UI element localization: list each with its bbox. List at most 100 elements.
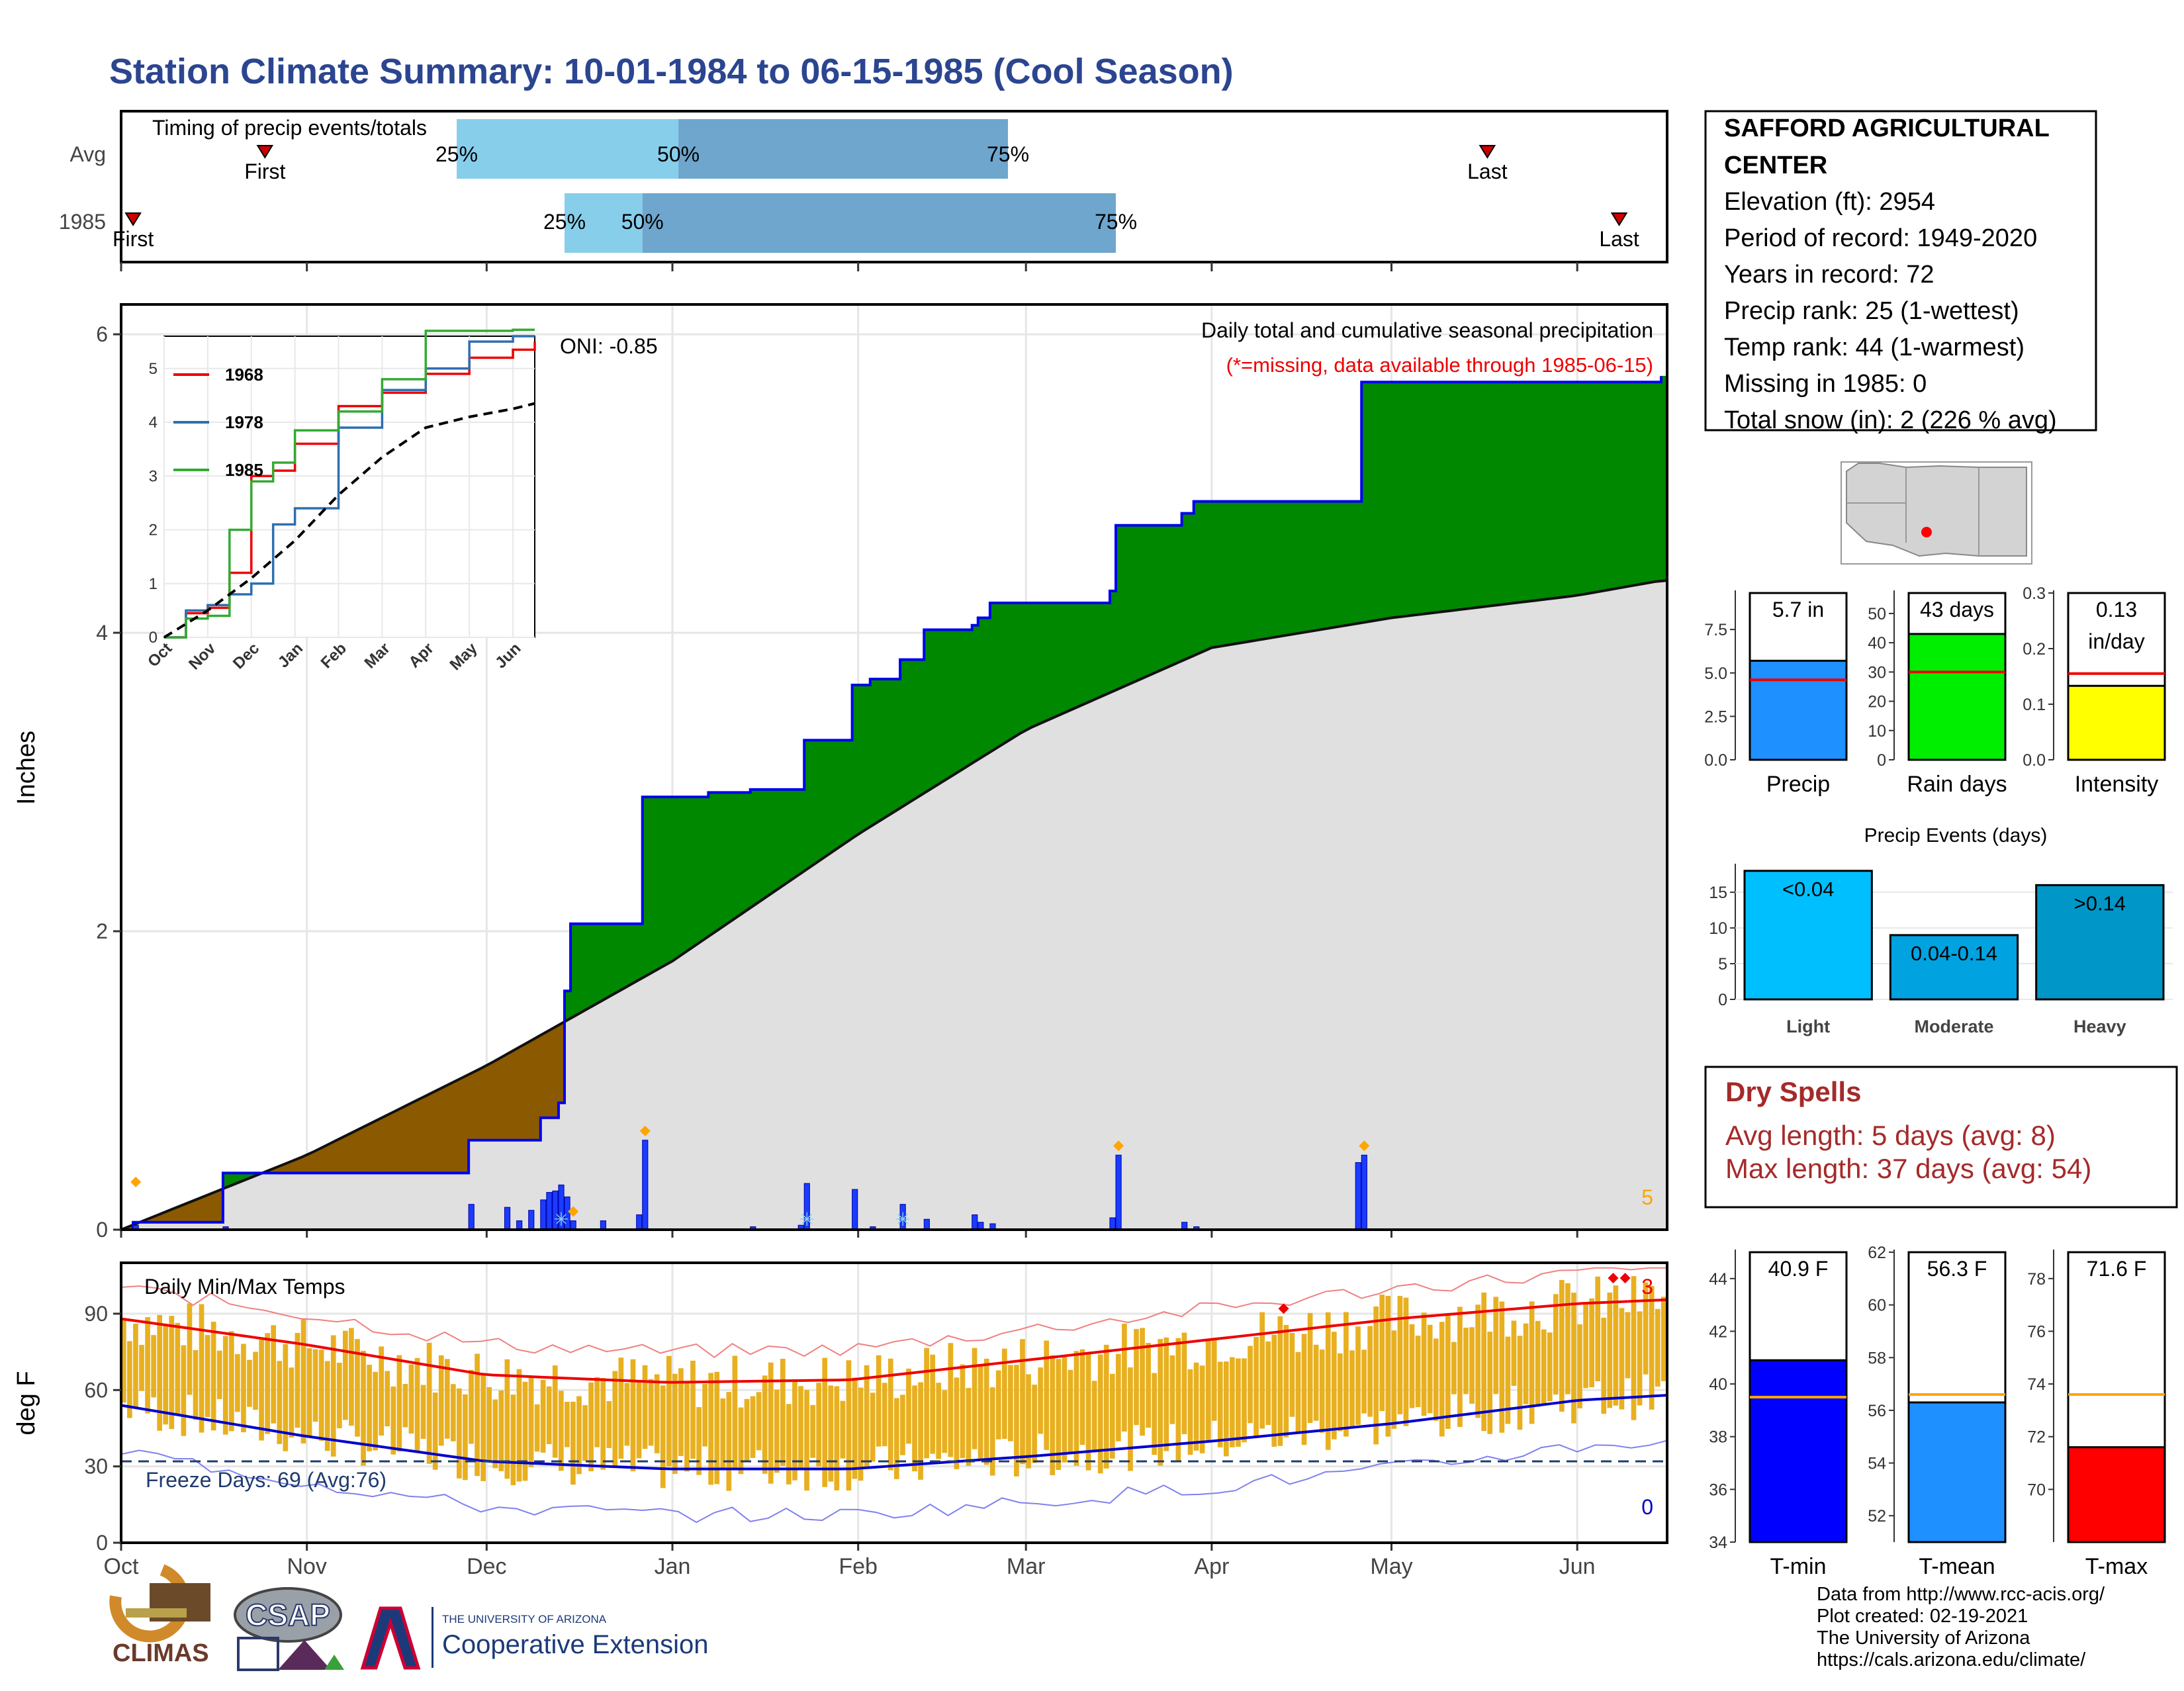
daily-temp-bar <box>1577 1324 1582 1408</box>
daily-temp-bar <box>1128 1367 1133 1471</box>
above-average-fill <box>774 789 781 892</box>
daily-temp-bar <box>774 1389 780 1473</box>
above-average-fill <box>1349 501 1356 625</box>
above-average-fill <box>1493 381 1500 606</box>
dry-spells-title: Dry Spells <box>1725 1076 1861 1107</box>
above-average-fill <box>1277 501 1284 637</box>
daily-precip-bar <box>1361 1154 1367 1230</box>
above-average-fill <box>1187 513 1195 659</box>
daily-temp-bar <box>1631 1276 1637 1420</box>
daily-temp-bar <box>876 1355 882 1447</box>
inset-legend-label: 1968 <box>225 365 263 385</box>
heavy-event-marker <box>639 1125 651 1136</box>
daily-temp-bar <box>1505 1336 1511 1424</box>
daily-temp-bar <box>283 1344 289 1451</box>
above-average-fill <box>1265 501 1272 639</box>
below-average-fill <box>540 1031 547 1119</box>
above-average-fill <box>654 796 661 972</box>
below-average-fill <box>199 1195 206 1223</box>
daily-temp-bar <box>1655 1308 1661 1387</box>
credit-line: Plot created: 02-19-2021 <box>1817 1606 2028 1627</box>
daily-temp-bar <box>151 1335 156 1398</box>
above-average-fill <box>917 659 925 798</box>
above-average-fill <box>1655 381 1662 582</box>
station-info-line: Temp rank: 44 (1-warmest) <box>1724 334 2025 361</box>
above-average-fill <box>726 792 733 925</box>
daily-temp-bar <box>300 1318 306 1444</box>
daily-temp-bar <box>780 1359 786 1466</box>
daily-temp-bar <box>324 1361 330 1451</box>
daily-temp-bar <box>414 1357 420 1453</box>
events-bar-heavy <box>2035 884 2165 1001</box>
ua-big-text: Cooperative Extension <box>442 1630 708 1659</box>
daily-temp-bar <box>744 1398 750 1462</box>
daily-temp-bar <box>1146 1342 1151 1428</box>
timing-bar-25-50 <box>565 193 643 253</box>
above-average-fill <box>1091 602 1099 702</box>
above-average-fill <box>797 789 805 876</box>
daily-temp-bar <box>912 1385 917 1472</box>
daily-temp-bar <box>1361 1349 1367 1414</box>
events-tick-label: 0 <box>1718 991 1727 1009</box>
above-average-fill <box>1103 602 1111 696</box>
timing-row-1985: 1985 <box>59 210 106 234</box>
month-label: Oct <box>104 1554 139 1579</box>
daily-temp-bar <box>1349 1350 1355 1428</box>
daily-temp-bar <box>1403 1297 1409 1426</box>
month-label: Jan <box>655 1554 691 1579</box>
daily-precip-bar <box>852 1189 858 1230</box>
timing-bar-50-75 <box>678 119 1009 179</box>
daily-temp-bar <box>1265 1341 1271 1425</box>
above-average-fill <box>594 923 601 1006</box>
timing-first-marker <box>256 145 274 159</box>
daily-temp-bar <box>1397 1296 1403 1414</box>
daily-temp-bar <box>492 1399 498 1469</box>
below-average-fill <box>486 1062 493 1141</box>
above-average-fill <box>1056 602 1062 717</box>
daily-temp-bar <box>732 1355 738 1469</box>
daily-temp-bar <box>1236 1358 1241 1447</box>
daily-temp-bar <box>450 1384 456 1441</box>
below-average-fill <box>354 1128 361 1173</box>
tmean-summary-tick-label: 52 <box>1868 1507 1886 1526</box>
daily-temp-bar <box>528 1377 534 1467</box>
tmax-summary-tick-label: 70 <box>2027 1481 2046 1499</box>
daily-temp-bar <box>582 1405 588 1461</box>
above-average-fill <box>1499 381 1506 606</box>
inset-y-tick-label: 3 <box>149 467 158 485</box>
above-average-fill <box>1421 381 1428 615</box>
tmax-summary-value: 71.6 F <box>2087 1257 2147 1281</box>
daily-temp-bar <box>900 1394 905 1455</box>
above-average-fill <box>666 796 673 965</box>
daily-temp-bar <box>235 1353 240 1412</box>
y-tick-label: 60 <box>84 1378 108 1402</box>
timing-first-marker <box>124 212 142 226</box>
station-info-box: SAFFORD AGRICULTURAL CENTER Elevation (f… <box>1704 110 2097 434</box>
precip-subtitle: Daily total and cumulative seasonal prec… <box>1201 318 1653 342</box>
above-average-fill <box>1247 501 1254 643</box>
daily-temp-bar <box>1331 1332 1337 1440</box>
daily-temp-bar <box>1169 1355 1175 1424</box>
rain-days-summary-value: 43 days <box>1920 598 1994 621</box>
cumulative-1985-line <box>121 376 1662 1231</box>
daily-temp-bar <box>318 1349 324 1441</box>
record-high-marker <box>1619 1273 1631 1284</box>
events-category-label: Light <box>1786 1017 1830 1036</box>
above-average-fill <box>1451 381 1458 612</box>
rain-days-summary-tick-label: 40 <box>1868 634 1886 653</box>
daily-temp-bar <box>1601 1318 1607 1414</box>
daily-temp-bar <box>1529 1301 1535 1424</box>
daily-temp-bar <box>954 1377 960 1469</box>
above-average-fill <box>1385 381 1392 619</box>
daily-temp-bar <box>1469 1327 1475 1404</box>
intensity-summary-tick-label: 0.2 <box>2023 640 2046 659</box>
intensity-summary-tick-label: 0.0 <box>2023 751 2046 770</box>
daily-temp-bar <box>1181 1332 1187 1434</box>
record-high-marker <box>1608 1273 1619 1284</box>
above-average-fill <box>1331 501 1338 629</box>
month-label: May <box>1370 1554 1412 1579</box>
daily-temp-bar <box>1367 1326 1373 1417</box>
above-average-fill <box>1565 381 1572 598</box>
daily-temp-bar <box>1511 1320 1517 1386</box>
